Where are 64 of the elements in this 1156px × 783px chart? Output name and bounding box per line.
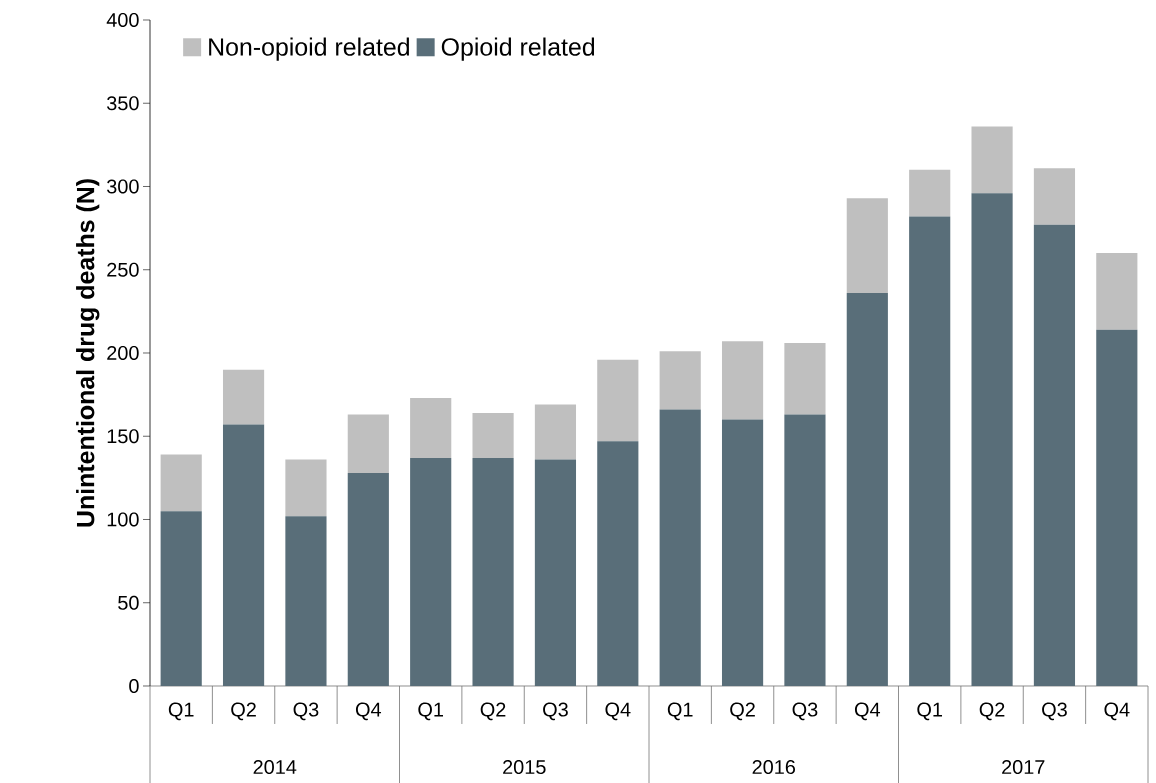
bar	[1096, 329, 1138, 686]
bar	[1096, 253, 1138, 330]
x-tick-label: Q2	[480, 702, 506, 721]
text: 2016	[752, 759, 796, 775]
bar	[721, 341, 764, 420]
x-tick-label: Q3	[543, 702, 568, 721]
y-tick-label: 50	[118, 595, 139, 610]
y-tick-label: 350	[107, 96, 139, 111]
legend-label: Opioid related	[441, 37, 595, 61]
bar	[1033, 168, 1076, 225]
bar	[534, 459, 577, 686]
bar	[659, 409, 701, 686]
x-tick-label: Q4	[1104, 702, 1130, 721]
bar	[971, 126, 1013, 194]
bar	[222, 424, 265, 686]
bar	[659, 351, 701, 410]
bar	[971, 193, 1013, 686]
bar	[222, 369, 265, 425]
bar	[597, 441, 639, 686]
bar	[347, 472, 389, 686]
y-tick-label: 400	[106, 12, 139, 28]
x-tick-label: Q2	[730, 702, 755, 721]
x-tick-label: Q3	[293, 702, 319, 721]
y-tick-label: 100	[107, 512, 139, 527]
x-tick-label: Q1	[418, 702, 444, 721]
bar	[472, 457, 514, 686]
x-tick-label: Q2	[231, 702, 256, 721]
bar	[347, 414, 389, 473]
bar	[846, 198, 888, 294]
x-tick-label: Q3	[792, 702, 818, 721]
bar	[285, 516, 327, 686]
x-tick-label: Q2	[979, 702, 1005, 721]
y-tick-label: 0	[129, 678, 139, 694]
bar	[784, 343, 826, 415]
bar	[410, 397, 452, 458]
bar	[472, 412, 514, 458]
bar	[410, 457, 452, 686]
y-tick-label: 250	[107, 262, 139, 277]
x-tick-label: Q1	[667, 702, 693, 721]
bar	[160, 511, 202, 686]
x-tick-label: Q1	[917, 702, 943, 721]
bar	[784, 414, 826, 686]
text: 2015	[503, 759, 546, 775]
bar	[597, 359, 639, 442]
bar	[285, 459, 327, 517]
legend-label: Non-opioid related	[209, 37, 409, 61]
y-axis-title: Unintentional drug deaths (N)	[76, 179, 100, 527]
text: 2017	[1002, 759, 1045, 775]
x-tick-label: Q3	[1042, 702, 1067, 721]
y-tick-label: 300	[107, 179, 139, 194]
y-tick-label: 200	[107, 345, 139, 361]
bar	[721, 419, 764, 686]
y-tick-label: 150	[107, 429, 139, 444]
x-tick-label: Q4	[355, 702, 382, 721]
bar	[1033, 224, 1076, 686]
bar	[534, 404, 577, 460]
x-tick-label: Q4	[854, 702, 881, 721]
bar	[909, 169, 951, 217]
x-tick-label: Q4	[605, 702, 631, 721]
text: 2014	[253, 759, 297, 775]
bar	[846, 293, 888, 686]
x-tick-label: Q1	[168, 702, 194, 721]
bar	[160, 454, 202, 512]
bar	[909, 216, 951, 686]
